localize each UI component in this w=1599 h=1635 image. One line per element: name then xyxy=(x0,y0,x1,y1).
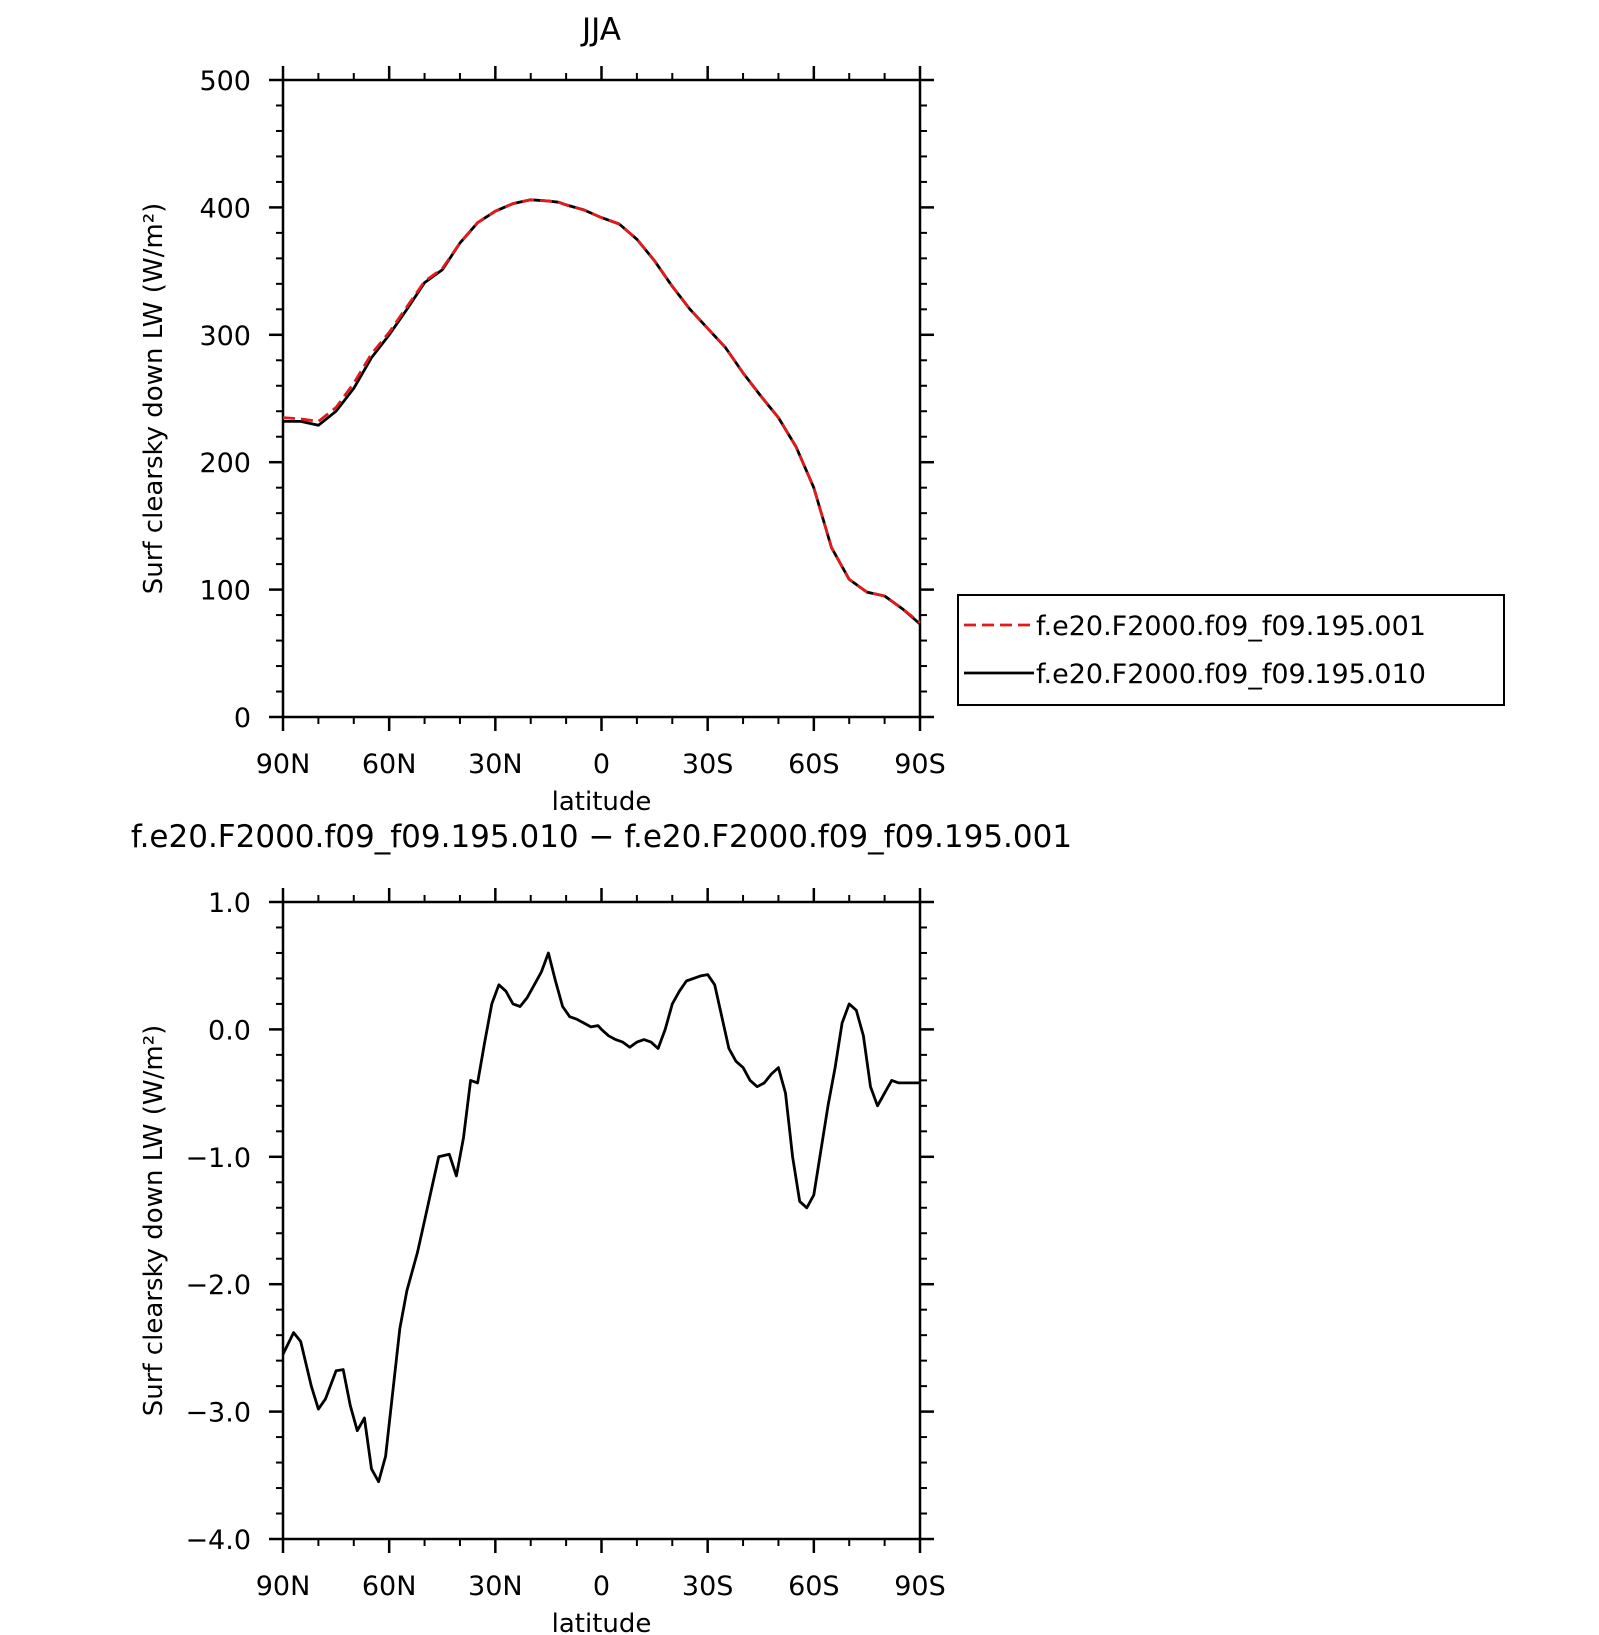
series-lines xyxy=(282,198,921,626)
y-tick-label: 400 xyxy=(199,193,251,224)
y-tick-label: 100 xyxy=(199,576,251,607)
x-tick-label: 60S xyxy=(788,749,840,780)
series-line-001 xyxy=(282,198,921,624)
x-tick-label: 30S xyxy=(682,749,734,780)
legend-box xyxy=(957,594,1505,706)
y-tick-label: 300 xyxy=(199,321,251,352)
y-tick-labels: 0 100 200 300 400 500 xyxy=(199,66,251,734)
bottom-chart: f.e20.F2000.f09_f09.195.010 − f.e20.F200… xyxy=(131,819,1072,1635)
y-tick-label: −2.0 xyxy=(185,1270,251,1301)
x-tick-labels: 90N 60N 30N 0 30S 60S 90S xyxy=(256,749,946,780)
top-chart: JJA 0 100 200 300 400 500 90N 60N 30N 0 30S 60S 90S… xyxy=(139,12,1505,817)
chart-title: f.e20.F2000.f09_f09.195.010 − f.e20.F200… xyxy=(131,819,1072,855)
y-tick-label: −4.0 xyxy=(185,1525,251,1556)
series-lines xyxy=(281,951,920,1484)
series-line-010 xyxy=(283,198,921,626)
x-tick-label: 90N xyxy=(256,1571,311,1602)
plot-frame xyxy=(281,900,922,1541)
y-axis-label: Surf clearsky down LW (W/m²) xyxy=(139,203,169,595)
x-tick-label: 30S xyxy=(682,1571,734,1602)
y-tick-label: 500 xyxy=(199,66,251,97)
x-tick-label: 0 xyxy=(593,1571,610,1602)
x-tick-label: 0 xyxy=(593,749,610,780)
x-tick-label: 90S xyxy=(894,749,946,780)
tick-marks xyxy=(269,888,934,1553)
x-axis-label: latitude xyxy=(552,1609,652,1635)
plot-frame xyxy=(281,78,922,719)
x-tick-labels: 90N 60N 30N 0 30S 60S 90S xyxy=(256,1571,946,1602)
y-tick-label: 0.0 xyxy=(208,1015,251,1046)
x-tick-label: 60S xyxy=(788,1571,840,1602)
x-axis-label: latitude xyxy=(552,787,652,817)
y-tick-label: 1.0 xyxy=(208,888,251,919)
y-tick-label: 200 xyxy=(199,448,251,479)
legend: f.e20.F2000.f09_f09.195.001 f.e20.F2000.… xyxy=(957,594,1505,706)
x-tick-label: 90S xyxy=(894,1571,946,1602)
y-tick-label: −1.0 xyxy=(185,1143,251,1174)
x-tick-label: 60N xyxy=(362,1571,417,1602)
y-tick-label: 0 xyxy=(234,703,251,734)
y-tick-labels: −4.0 −3.0 −2.0 −1.0 0.0 1.0 xyxy=(185,888,251,1556)
x-tick-label: 30N xyxy=(468,749,523,780)
legend-entry-001: f.e20.F2000.f09_f09.195.001 xyxy=(1036,611,1426,642)
x-tick-label: 30N xyxy=(468,1571,523,1602)
y-tick-label: −3.0 xyxy=(185,1398,251,1429)
x-tick-label: 60N xyxy=(362,749,417,780)
legend-entry-010: f.e20.F2000.f09_f09.195.010 xyxy=(1036,659,1426,690)
chart-title: JJA xyxy=(580,12,621,48)
difference-line xyxy=(281,951,920,1484)
x-tick-label: 90N xyxy=(256,749,311,780)
y-axis-label: Surf clearsky down LW (W/m²) xyxy=(139,1025,169,1417)
tick-marks xyxy=(269,66,934,731)
